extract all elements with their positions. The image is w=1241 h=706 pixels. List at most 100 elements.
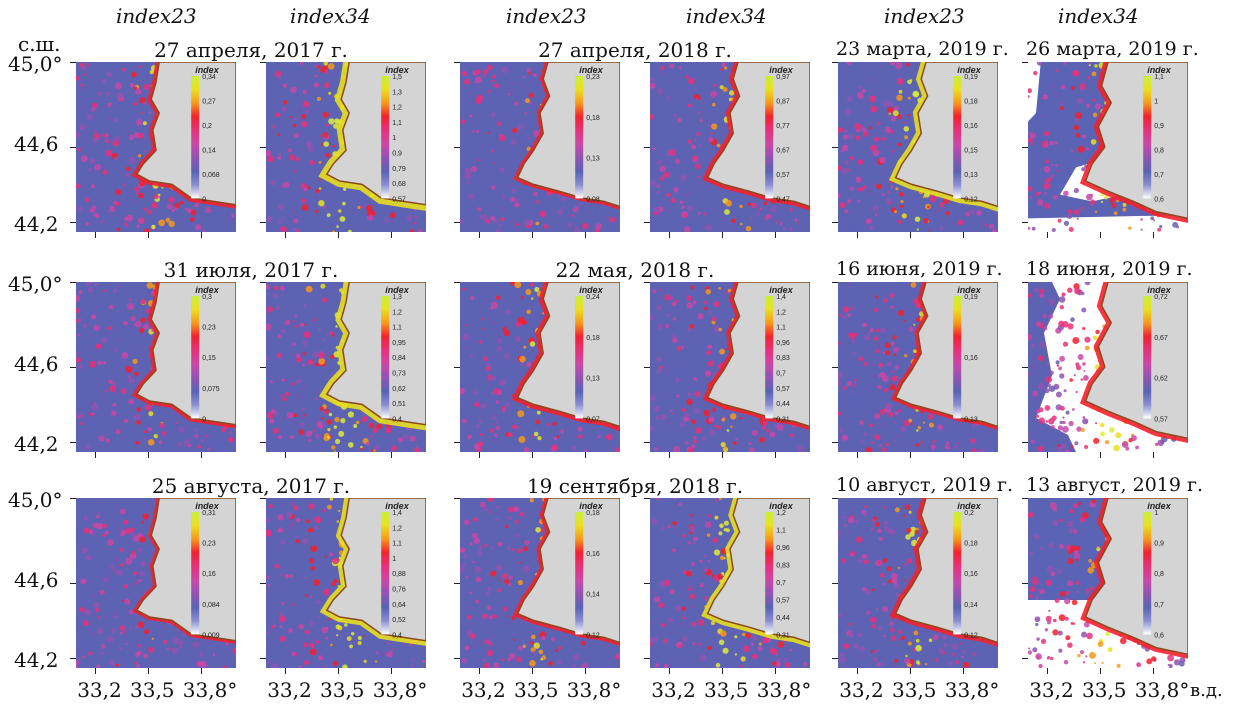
index-speckle xyxy=(526,309,531,315)
index-speckle xyxy=(133,199,138,204)
lon-tick xyxy=(148,452,149,458)
index-speckle xyxy=(1036,637,1040,641)
index-speckle xyxy=(357,641,362,645)
colorbar-tick-label: 0,79 xyxy=(392,166,406,173)
index-speckle xyxy=(134,186,140,192)
index-speckle xyxy=(708,429,716,436)
colorbar-tick-label: 0,72 xyxy=(1154,294,1168,301)
index-speckle xyxy=(277,434,283,440)
index-speckle xyxy=(123,418,129,424)
index-speckle xyxy=(762,425,766,430)
index-speckle xyxy=(329,354,335,359)
index-speckle xyxy=(139,97,146,104)
index-speckle xyxy=(310,566,316,571)
index-speckle xyxy=(671,412,674,415)
lat-tick xyxy=(832,147,838,148)
index-speckle xyxy=(490,319,497,326)
index-speckle xyxy=(1028,137,1034,143)
colorbar-tick-label: 0,52 xyxy=(392,617,406,624)
index-speckle xyxy=(1080,650,1084,655)
index-speckle xyxy=(881,137,886,141)
index-speckle xyxy=(299,62,304,65)
date-label: 18 июня, 2019 г. xyxy=(1026,258,1193,280)
index-speckle xyxy=(141,111,144,114)
index-speckle xyxy=(332,660,338,667)
index-speckle xyxy=(286,511,293,519)
index-speckle xyxy=(318,655,324,661)
index-speckle xyxy=(475,576,482,583)
index-speckle xyxy=(513,506,520,513)
index-speckle xyxy=(979,448,985,452)
index-speckle xyxy=(763,201,768,206)
index-speckle xyxy=(861,89,866,93)
index-speckle xyxy=(299,653,305,659)
index-speckle xyxy=(881,193,885,196)
index-speckle xyxy=(1032,647,1038,653)
index-speckle xyxy=(1084,282,1091,286)
colorbar xyxy=(381,512,390,635)
index-speckle xyxy=(685,441,689,445)
index-speckle xyxy=(708,514,711,518)
map-panel-r2c2: index 1,3 1,2 1,1 0,95 0,84 0,73 0,62 0,51 0,4 xyxy=(266,282,426,452)
index-speckle xyxy=(268,311,272,315)
index-speckle xyxy=(783,212,789,217)
index-speckle xyxy=(531,297,534,300)
index-speckle xyxy=(332,557,339,565)
index-speckle xyxy=(705,289,711,295)
index-speckle xyxy=(751,430,758,436)
index-speckle xyxy=(890,572,898,580)
index-speckle xyxy=(693,439,697,444)
index-speckle xyxy=(913,349,917,353)
index-speckle xyxy=(266,317,269,320)
index-speckle xyxy=(94,283,97,286)
index-speckle xyxy=(108,379,113,384)
index-speckle xyxy=(475,69,481,75)
index-speckle xyxy=(477,550,483,556)
index-speckle xyxy=(661,591,666,596)
index-speckle xyxy=(530,634,536,640)
index-speckle xyxy=(118,647,123,651)
index-speckle xyxy=(535,221,540,226)
index-speckle xyxy=(1062,416,1065,419)
index-speckle xyxy=(863,432,868,437)
colorbar xyxy=(191,512,200,635)
index-speckle xyxy=(482,658,487,663)
index-speckle xyxy=(948,442,954,448)
index-speckle xyxy=(880,127,884,130)
index-speckle xyxy=(567,222,573,228)
index-speckle xyxy=(281,378,285,382)
index-speckle xyxy=(920,441,924,444)
index-speckle xyxy=(367,212,371,216)
index-speckle xyxy=(495,400,499,404)
index-speckle xyxy=(319,406,324,412)
index-speckle xyxy=(1078,502,1082,506)
index-speckle xyxy=(535,200,539,204)
index-speckle xyxy=(1044,182,1051,189)
colorbar-tick-label: 0,68 xyxy=(392,181,406,188)
index-speckle xyxy=(685,75,689,79)
colorbar-tick-label: 1,3 xyxy=(392,294,402,301)
lat-tick-label: 44,6 xyxy=(14,351,59,376)
map-panel-r3c1: index 0,31 0,23 0,16 0,084 0,009 xyxy=(76,498,236,668)
index-speckle xyxy=(343,187,347,191)
index-speckle xyxy=(708,416,715,423)
index-speckle xyxy=(876,183,882,190)
date-label: 19 сентября, 2018 г. xyxy=(526,474,744,498)
date-label: 25 августа, 2017 г. xyxy=(151,474,351,498)
index-speckle xyxy=(130,315,136,322)
index-speckle xyxy=(711,574,715,578)
index-speckle xyxy=(1074,118,1080,123)
index-speckle xyxy=(308,558,315,564)
lat-tick xyxy=(260,147,266,148)
index-speckle xyxy=(839,202,846,209)
index-speckle xyxy=(305,594,309,598)
index-speckle xyxy=(1046,383,1051,388)
index-speckle xyxy=(1057,218,1062,223)
index-speckle xyxy=(1048,314,1054,319)
index-speckle xyxy=(298,429,305,436)
index-speckle xyxy=(856,602,860,606)
index-speckle xyxy=(523,219,530,226)
index-speckle xyxy=(1155,442,1159,446)
index-speckle xyxy=(392,648,395,651)
colorbar-tick-label: 0,23 xyxy=(586,74,600,81)
